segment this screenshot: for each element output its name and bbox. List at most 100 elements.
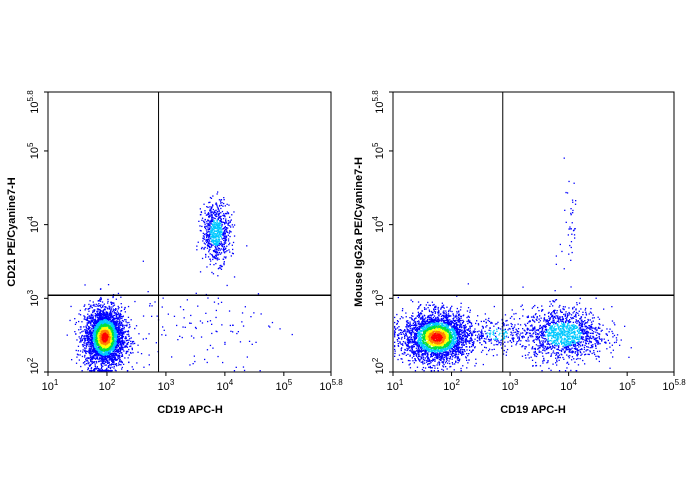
left-event-point: [211, 214, 213, 216]
left-event-point: [218, 199, 221, 201]
left-event-point: [121, 319, 124, 322]
left-event-point: [236, 332, 238, 335]
left-event-point: [217, 207, 219, 210]
right-event-point: [431, 319, 433, 322]
left-event-point: [200, 214, 202, 216]
left-event-point: [106, 337, 108, 339]
left-event-point: [251, 343, 253, 345]
right-event-point: [444, 319, 447, 322]
left-event-point: [197, 305, 199, 307]
left-event-point: [107, 347, 109, 350]
left-event-point: [232, 226, 234, 228]
left-event-point: [210, 237, 212, 239]
left-event-point: [207, 225, 210, 227]
left-event-point: [118, 329, 120, 332]
left-event-point: [92, 350, 94, 352]
left-event-point: [103, 332, 105, 335]
left-event-point: [104, 333, 107, 335]
right-event-point: [431, 347, 433, 349]
left-event-point: [110, 316, 112, 318]
left-event-point: [124, 307, 126, 309]
left-event-point: [101, 362, 103, 365]
left-event-point: [98, 331, 100, 334]
left-event-point: [96, 311, 98, 313]
left-event-point: [104, 329, 106, 332]
left-event-point: [124, 319, 126, 321]
left-event-point: [101, 316, 103, 318]
left-event-point: [220, 204, 223, 206]
left-event-point: [218, 223, 221, 225]
left-event-point: [124, 311, 126, 313]
left-event-point: [220, 241, 222, 243]
left-event-point: [83, 344, 85, 346]
left-event-point: [83, 347, 86, 349]
left-event-point: [86, 333, 89, 335]
right-event-point: [398, 333, 400, 335]
right-event-point: [445, 344, 447, 346]
left-event-point: [217, 226, 220, 228]
left-event-point: [106, 355, 108, 357]
left-event-point: [110, 331, 112, 333]
left-event-point: [241, 321, 243, 323]
left-event-point: [110, 329, 112, 331]
left-event-point: [105, 345, 107, 347]
left-event-point: [87, 322, 89, 324]
left-event-point: [114, 331, 116, 333]
left-event-point: [108, 335, 110, 337]
left-event-point: [126, 325, 128, 327]
left-event-point: [91, 346, 93, 348]
left-event-point: [95, 341, 97, 343]
left-event-point: [231, 244, 233, 246]
left-event-point: [109, 311, 111, 313]
left-event-point: [117, 340, 120, 342]
left-event-point: [204, 212, 206, 214]
left-event-point: [98, 346, 100, 348]
left-event-point: [113, 336, 115, 339]
left-event-point: [95, 305, 97, 307]
right-event-point: [422, 355, 424, 357]
left-event-point: [218, 242, 220, 245]
left-event-point: [88, 330, 90, 332]
left-event-point: [219, 217, 221, 219]
right-event-point: [416, 351, 419, 353]
left-event-point: [101, 357, 103, 359]
left-event-point: [102, 337, 104, 339]
left-event-point: [121, 337, 123, 339]
left-event-point: [92, 332, 95, 334]
left-event-point: [207, 245, 210, 247]
left-event-point: [208, 220, 210, 222]
left-event-point: [103, 338, 105, 340]
left-event-point: [226, 245, 228, 247]
left-event-point: [213, 232, 216, 234]
left-event-point: [212, 208, 214, 211]
left-event-point: [84, 364, 86, 366]
left-event-point: [94, 339, 97, 341]
left-event-point: [115, 298, 117, 300]
left-event-point: [217, 226, 219, 229]
left-event-point: [90, 370, 92, 372]
right-event-point: [456, 316, 458, 318]
left-event-point: [213, 264, 215, 266]
left-event-point: [117, 342, 119, 344]
left-event-point: [106, 311, 109, 314]
left-event-point: [115, 336, 117, 338]
right-event-point: [467, 319, 470, 321]
left-event-point: [109, 340, 111, 342]
left-event-point: [91, 337, 94, 339]
left-event-point: [212, 255, 214, 257]
left-event-point: [216, 213, 218, 215]
left-event-point: [214, 233, 217, 235]
left-event-point: [91, 332, 94, 334]
left-event-point: [126, 322, 128, 324]
left-event-point: [225, 240, 227, 242]
left-event-point: [98, 328, 101, 330]
left-event-point: [107, 300, 109, 303]
left-event-point: [80, 341, 82, 343]
left-event-point: [106, 325, 108, 327]
left-event-point: [210, 243, 212, 245]
left-event-point: [111, 316, 113, 318]
left-event-point: [229, 324, 231, 327]
left-event-point: [112, 319, 114, 321]
right-event-point: [419, 360, 421, 362]
